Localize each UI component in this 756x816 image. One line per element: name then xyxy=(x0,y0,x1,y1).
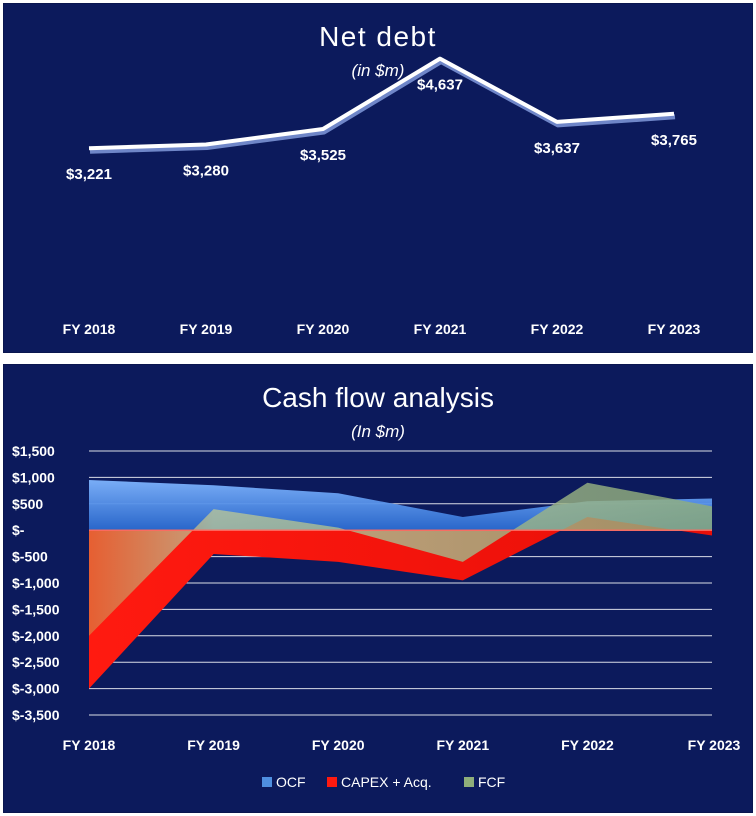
y-tick-label: $-1,500 xyxy=(12,601,60,617)
chart-title: Cash flow analysis xyxy=(262,382,494,413)
legend-label: FCF xyxy=(478,774,505,790)
net-debt-line-shadow xyxy=(89,59,676,154)
data-label: $3,280 xyxy=(183,162,229,179)
y-tick-label: $-2,500 xyxy=(12,654,60,670)
y-tick-label: $-3,500 xyxy=(12,707,60,723)
chart-title: Net debt xyxy=(319,21,437,52)
x-tick-label: FY 2018 xyxy=(63,737,116,753)
y-tick-label: $-500 xyxy=(12,549,48,565)
net-debt-chart: Net debt (in $m) $3,221 $3,280 $3,525 $4,63… xyxy=(63,21,701,337)
x-tick-label: FY 2023 xyxy=(688,737,741,753)
cash-flow-chart-panel: Cash flow analysis (In $m) $1,500 $1,000 $… xyxy=(3,364,753,813)
x-tick-label: FY 2018 xyxy=(63,321,116,337)
data-label: $3,525 xyxy=(300,147,346,164)
chart-subtitle: (In $m) xyxy=(351,422,405,441)
net-debt-line xyxy=(88,56,675,151)
cash-flow-chart: Cash flow analysis (In $m) $1,500 $1,000 $… xyxy=(12,382,741,790)
x-tick-label: FY 2020 xyxy=(297,321,350,337)
x-tick-label: FY 2021 xyxy=(436,737,489,753)
legend-swatch xyxy=(464,777,474,787)
fcf-area xyxy=(89,482,712,636)
data-label: $4,637 xyxy=(417,77,463,94)
y-tick-label: $-1,000 xyxy=(12,575,60,591)
legend-label: CAPEX + Acq. xyxy=(341,774,432,790)
x-tick-label: FY 2020 xyxy=(312,737,365,753)
y-tick-label: $- xyxy=(12,522,25,538)
x-tick-label: FY 2023 xyxy=(648,321,701,337)
x-tick-label: FY 2019 xyxy=(187,737,240,753)
data-label: $3,765 xyxy=(651,132,697,149)
legend-swatch xyxy=(327,777,337,787)
x-tick-label: FY 2022 xyxy=(561,737,614,753)
y-tick-label: $-3,000 xyxy=(12,681,60,697)
x-tick-label: FY 2021 xyxy=(414,321,467,337)
data-label: $3,637 xyxy=(534,140,580,157)
chart-subtitle: (in $m) xyxy=(352,61,405,80)
y-tick-label: $1,500 xyxy=(12,443,55,459)
y-tick-label: $500 xyxy=(12,496,43,512)
data-label: $3,221 xyxy=(66,166,112,183)
legend-swatch xyxy=(262,777,272,787)
y-tick-label: $-2,000 xyxy=(12,628,60,644)
x-tick-label: FY 2019 xyxy=(180,321,233,337)
net-debt-chart-panel: Net debt (in $m) $3,221 $3,280 $3,525 $4,63… xyxy=(3,3,753,353)
x-tick-label: FY 2022 xyxy=(531,321,584,337)
y-tick-label: $1,000 xyxy=(12,469,55,485)
legend-label: OCF xyxy=(276,774,306,790)
